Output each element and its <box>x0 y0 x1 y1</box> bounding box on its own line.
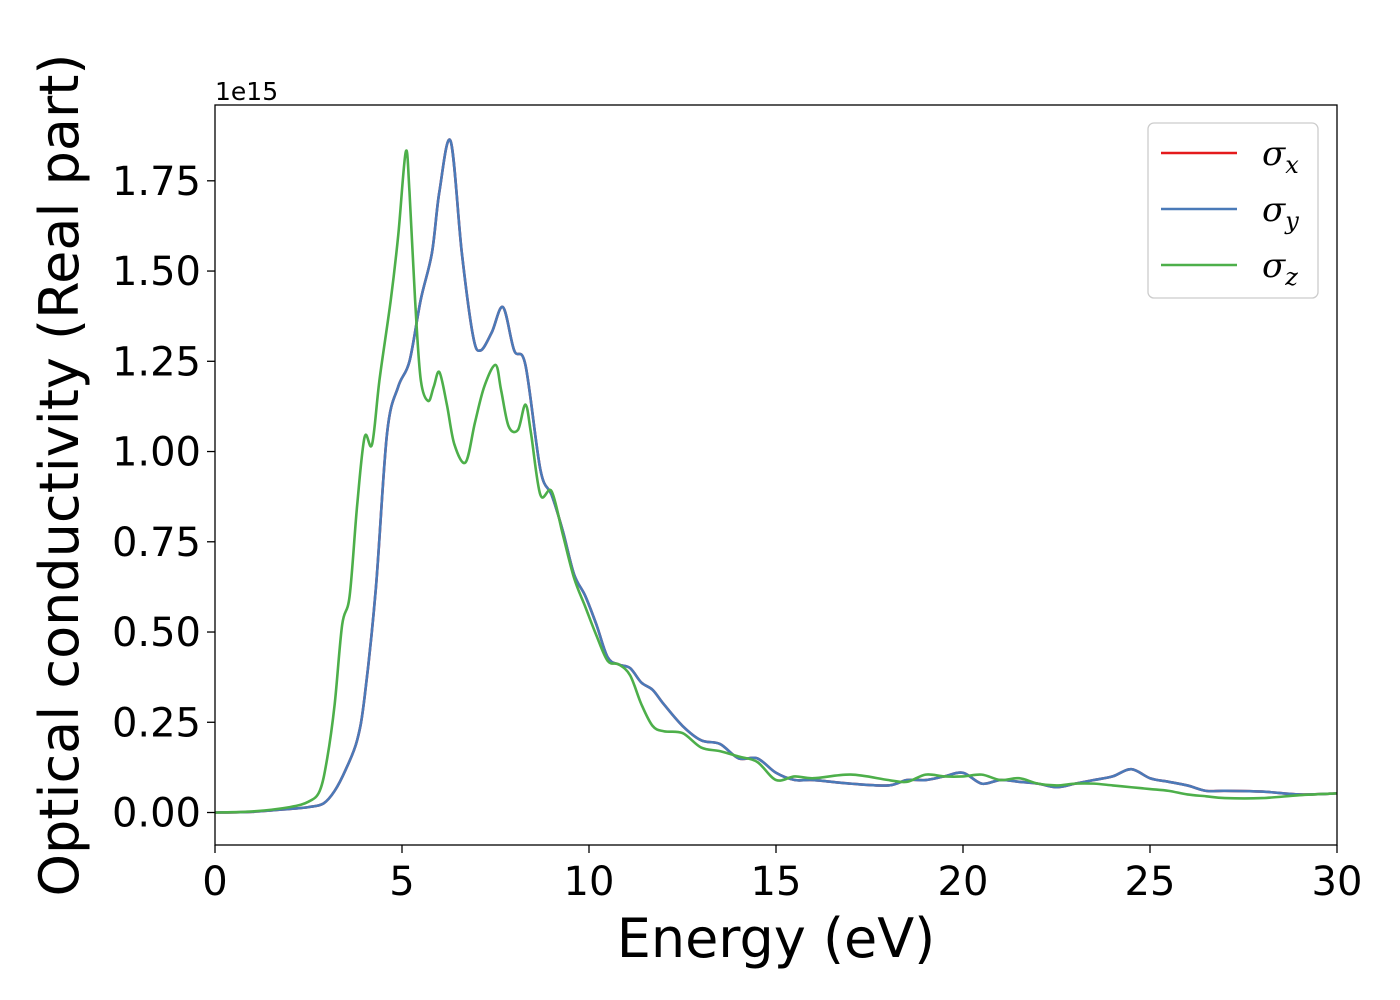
x-tick-label: 10 <box>564 859 615 905</box>
y-tick-label: 0.25 <box>112 700 201 746</box>
series-line-z <box>215 149 1337 814</box>
y-axis-title: Optical conductivity (Real part) <box>28 54 91 897</box>
x-tick-label: 30 <box>1312 859 1363 905</box>
y-tick-label: 1.50 <box>112 249 201 295</box>
y-axis-ticks: 0.00 0.25 0.50 0.75 1.00 1.25 1.50 1.75 <box>112 159 215 837</box>
legend-frame <box>1147 122 1319 299</box>
y-tick-label: 1.00 <box>112 430 201 476</box>
x-axis-ticks: 0 5 10 15 20 25 30 <box>202 845 1362 905</box>
legend-label-x: σx <box>1262 134 1299 179</box>
x-axis-title: Energy (eV) <box>617 907 936 970</box>
x-tick-label: 20 <box>938 859 989 905</box>
y-tick-label: 0.75 <box>112 520 201 566</box>
x-tick-label: 25 <box>1125 859 1176 905</box>
x-tick-label: 15 <box>751 859 802 905</box>
y-tick-label: 0.50 <box>112 610 201 656</box>
y-tick-label: 0.00 <box>112 791 201 837</box>
y-axis-offset-label: 1e15 <box>215 77 278 106</box>
legend-label-y: σy <box>1262 190 1299 235</box>
y-tick-label: 1.25 <box>112 339 201 385</box>
x-tick-label: 5 <box>389 859 414 905</box>
series-layer <box>215 138 1337 814</box>
legend: σx σy σz <box>1147 122 1319 299</box>
x-tick-label: 0 <box>202 859 227 905</box>
y-tick-label: 1.75 <box>112 159 201 205</box>
legend-label-z: σz <box>1262 246 1298 291</box>
